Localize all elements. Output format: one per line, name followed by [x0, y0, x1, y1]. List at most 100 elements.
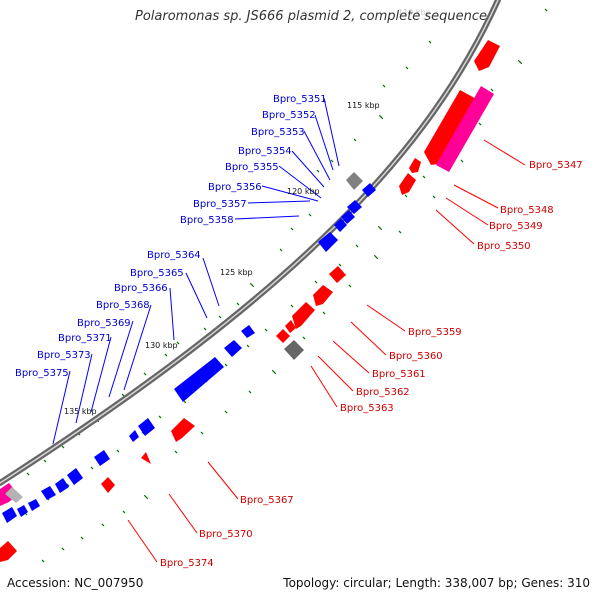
tick-mark	[200, 431, 204, 435]
tick-mark	[224, 363, 228, 367]
gene-arrow-reverse	[224, 340, 242, 357]
gene-arrow-reverse	[241, 325, 255, 338]
gene-arrow-forward	[409, 158, 421, 173]
tick-mark	[272, 370, 276, 374]
gene-label-forward: Bpro_5348	[500, 205, 554, 216]
tick-mark	[405, 66, 409, 70]
tick-mark	[302, 336, 306, 340]
forward-gene-labels: Bpro_5347 Bpro_5348 Bpro_5349 Bpro_5350 …	[160, 160, 583, 569]
gene-arrow-forward	[285, 320, 296, 333]
misc-feature-box	[346, 172, 363, 190]
leader-line	[278, 165, 322, 199]
gene-arrow-reverse	[94, 450, 110, 466]
axis-label: 125 kbp	[220, 268, 253, 277]
tick-mark	[330, 159, 334, 163]
leader-line	[234, 215, 300, 220]
gene-arrow-reverse	[318, 232, 338, 252]
axis-label: 115 kbp	[347, 101, 380, 110]
tick-mark	[218, 315, 222, 319]
gene-arrow-forward	[329, 266, 346, 283]
gene-label-reverse: Bpro_5369	[77, 318, 131, 329]
tick-mark	[314, 280, 318, 284]
gene-label-forward: Bpro_5361	[372, 369, 426, 380]
leader-line	[185, 272, 208, 319]
gene-label-reverse: Bpro_5371	[58, 333, 112, 344]
gene-label-forward: Bpro_5359	[408, 327, 462, 338]
misc-features	[5, 172, 363, 503]
tick-mark	[460, 159, 464, 163]
gene-label-reverse: Bpro_5375	[15, 368, 69, 379]
gene-label-reverse: Bpro_5351	[273, 94, 327, 105]
gene-label-reverse: Bpro_5373	[37, 350, 91, 361]
misc-feature-box	[284, 340, 304, 360]
gene-arrow-reverse	[28, 499, 40, 511]
leader-line	[127, 519, 158, 563]
gene-label-forward: Bpro_5367	[240, 495, 294, 506]
gene-label-forward: Bpro_5350	[477, 241, 531, 252]
gene-arrow-forward	[171, 418, 195, 442]
tick-mark	[158, 415, 162, 419]
gene-box-other	[436, 86, 494, 172]
tick-mark	[176, 341, 180, 345]
axis-labels: 115 kbp 120 kbp 125 kbp 130 kbp 135 kbp	[64, 101, 380, 416]
reverse-label-leaders	[52, 97, 340, 445]
svg-text:110 kbp: 110 kbp	[398, 8, 431, 17]
reverse-gene-labels: Bpro_5351 Bpro_5352 Bpro_5353 Bpro_5354 …	[15, 94, 327, 379]
tick-mark	[248, 390, 252, 394]
leader-line	[75, 353, 93, 424]
axis-label: 120 kbp	[287, 187, 320, 196]
gene-arrow-forward	[141, 452, 151, 464]
tick-mark	[246, 344, 250, 348]
tick-mark	[308, 213, 312, 217]
gene-arrow-reverse	[347, 200, 362, 214]
gene-label-reverse: Bpro_5355	[225, 162, 279, 173]
leader-line	[350, 321, 387, 356]
gene-arrow-reverse	[55, 478, 69, 493]
gene-arrow-reverse	[129, 430, 139, 442]
gene-arrow-forward	[0, 541, 17, 562]
leader-line	[310, 365, 338, 408]
leader-line	[332, 340, 370, 374]
tick-mark	[61, 547, 65, 551]
gene-label-reverse: Bpro_5366	[114, 283, 168, 294]
leader-line	[303, 130, 331, 181]
leader-line	[291, 150, 325, 188]
leader-line	[247, 200, 311, 204]
tick-mark	[250, 283, 254, 287]
leader-line	[483, 139, 526, 166]
leader-line	[108, 320, 134, 398]
reverse-strand-features	[2, 183, 376, 523]
tick-mark	[404, 194, 408, 198]
tick-mark	[90, 466, 94, 470]
tick-mark	[121, 393, 125, 397]
accession-label: Accession: NC_007950	[7, 576, 144, 590]
tick-mark	[355, 244, 359, 248]
gene-label-reverse: Bpro_5357	[193, 199, 247, 210]
leader-line	[168, 493, 198, 534]
tick-mark	[122, 510, 126, 514]
leader-line	[123, 304, 152, 391]
gene-label-reverse: Bpro_5356	[208, 182, 262, 193]
tick-mark	[279, 248, 283, 252]
gene-arrow-reverse	[41, 486, 56, 500]
tick-mark	[432, 195, 436, 199]
tick-mark	[490, 88, 494, 92]
tick-mark	[203, 327, 207, 331]
gene-arrow-reverse	[17, 505, 28, 517]
misc-feature-box	[5, 487, 23, 503]
tick-mark	[544, 8, 548, 12]
leader-line	[52, 370, 71, 445]
gene-label-forward: Bpro_5347	[529, 160, 583, 171]
tick-mark	[41, 559, 45, 563]
leader-line	[366, 304, 406, 332]
leader-line	[169, 287, 175, 341]
tick-mark	[322, 311, 326, 315]
summary-label: Topology: circular; Length: 338,007 bp; …	[283, 576, 590, 590]
tick-mark	[43, 459, 47, 463]
tick-mark	[143, 372, 147, 376]
leader-line	[453, 184, 499, 209]
tick-mark	[116, 449, 120, 453]
tick-mark	[224, 410, 228, 414]
gene-label-reverse: Bpro_5352	[262, 110, 316, 121]
